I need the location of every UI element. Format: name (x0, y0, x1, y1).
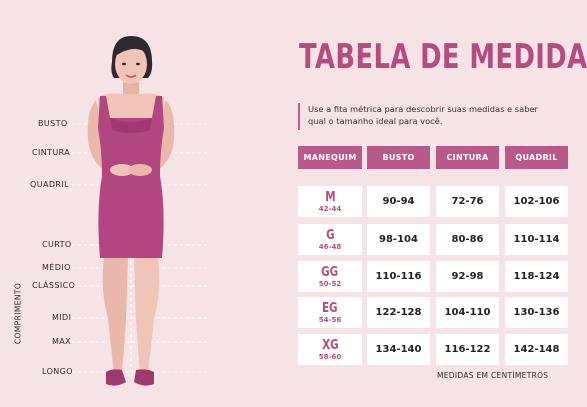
header-cintura: CINTURA (436, 146, 499, 169)
size-letter: M (324, 189, 336, 205)
table-cell-quadril: 110-114 (505, 224, 568, 255)
size-range: 42-44 (318, 204, 342, 213)
label-max: MAX (52, 337, 72, 346)
size-range: 54-56 (318, 315, 342, 324)
table-cell-busto: 90-94 (367, 186, 430, 217)
table-cell-cintura: 104-110 (436, 297, 499, 328)
label-medio: MÉDIO (42, 263, 71, 272)
label-classico: CLÁSSICO (32, 281, 76, 290)
table-cell-busto: 110-116 (367, 261, 430, 292)
header-busto: BUSTO (367, 146, 430, 169)
size-range: 58-60 (318, 352, 342, 361)
label-longo: LONGO (42, 367, 73, 376)
intro-text: Use a fita métrica para descobrir suas m… (298, 103, 538, 130)
footnote: MEDIDAS EM CENTÍMETROS (437, 371, 549, 380)
table-cell-cintura: 92-98 (436, 261, 499, 292)
table-cell-quadril: 130-136 (505, 297, 568, 328)
label-curto: CURTO (42, 240, 72, 249)
table-cell-busto: 134-140 (367, 334, 430, 365)
size-letter: XG (321, 337, 339, 353)
table-cell-quadril: 142-148 (505, 334, 568, 365)
label-comprimento: COMPRIMENTO (13, 282, 23, 345)
size-letter: EG (322, 300, 338, 316)
table-row-size-cell: GG 50-52 (298, 261, 362, 292)
table-row-size-cell: EG 54-56 (298, 297, 362, 328)
size-range: 50-52 (318, 279, 342, 288)
table-cell-cintura: 116-122 (436, 334, 499, 365)
header-quadril: QUADRIL (505, 146, 568, 169)
label-cintura: CINTURA (32, 148, 71, 157)
size-letter: G (325, 227, 335, 243)
table-row-size-cell: M 42-44 (298, 186, 362, 217)
table-cell-cintura: 72-76 (436, 186, 499, 217)
table-cell-busto: 98-104 (367, 224, 430, 255)
label-busto: BUSTO (38, 119, 68, 128)
label-quadril: QUADRIL (30, 180, 69, 189)
table-cell-quadril: 102-106 (505, 186, 568, 217)
table-cell-busto: 122-128 (367, 297, 430, 328)
table-cell-cintura: 80-86 (436, 224, 499, 255)
label-midi: MIDI (52, 313, 72, 322)
size-range: 46-48 (318, 242, 342, 251)
page-title: TABELA DE MEDIDAS (299, 37, 587, 77)
size-letter: GG (321, 264, 339, 280)
table-cell-quadril: 118-124 (505, 261, 568, 292)
table-row-size-cell: XG 58-60 (298, 334, 362, 365)
table-row-size-cell: G 46-48 (298, 224, 362, 255)
header-manequim: MANEQUIM (298, 146, 362, 169)
